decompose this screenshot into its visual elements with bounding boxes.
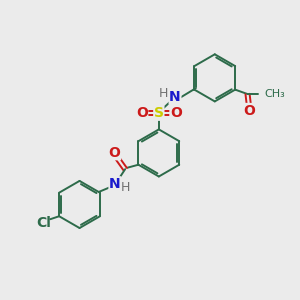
Text: O: O — [170, 106, 182, 120]
Text: S: S — [154, 106, 164, 120]
Text: Cl: Cl — [36, 216, 51, 230]
Text: N: N — [169, 90, 181, 104]
Text: O: O — [136, 106, 148, 120]
Text: H: H — [121, 181, 130, 194]
Text: H: H — [159, 87, 169, 100]
Text: N: N — [109, 177, 121, 191]
Text: O: O — [109, 146, 121, 160]
Text: CH₃: CH₃ — [264, 89, 285, 99]
Text: O: O — [243, 103, 255, 118]
